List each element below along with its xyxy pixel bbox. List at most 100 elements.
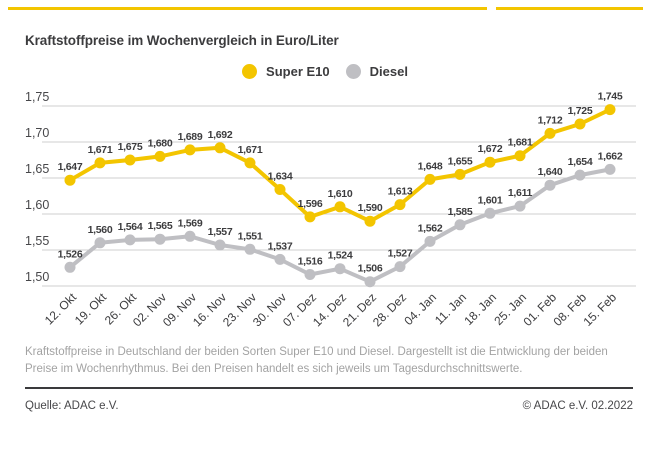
data-point-label: 1,560	[88, 224, 113, 236]
x-tick-label: 15. Feb	[580, 290, 619, 329]
data-point-super-e10	[214, 142, 226, 154]
data-point-label: 1,557	[208, 226, 233, 238]
data-point-diesel	[484, 207, 496, 219]
data-point-super-e10	[64, 174, 76, 186]
data-point-super-e10	[184, 144, 196, 156]
y-tick-label: 1,50	[25, 270, 49, 284]
data-point-label: 1,564	[118, 221, 143, 233]
data-point-diesel	[94, 237, 106, 249]
data-point-super-e10	[424, 173, 436, 185]
data-point-diesel	[214, 239, 226, 251]
data-point-diesel	[544, 179, 556, 191]
data-point-label: 1,681	[508, 137, 533, 149]
data-point-super-e10	[274, 184, 286, 195]
data-point-super-e10	[124, 154, 136, 166]
legend-label-diesel: Diesel	[369, 64, 408, 79]
legend-dot-super-e10-icon	[242, 64, 258, 79]
data-point-label: 1,647	[58, 161, 83, 173]
y-tick-label: 1,60	[25, 198, 49, 212]
data-point-super-e10	[544, 127, 556, 139]
data-point-super-e10	[394, 199, 406, 211]
data-point-label: 1,655	[448, 155, 473, 167]
data-point-diesel	[424, 235, 436, 247]
data-point-diesel	[124, 234, 136, 246]
data-point-label: 1,569	[178, 217, 203, 229]
y-tick-label: 1,75	[25, 90, 49, 104]
data-point-label: 1,611	[508, 187, 533, 199]
chart-legend: Super E10 Diesel	[0, 64, 650, 79]
data-point-diesel	[574, 169, 586, 181]
x-tick-label: 11. Jan	[432, 290, 469, 327]
data-point-super-e10	[484, 156, 496, 168]
data-point-super-e10	[154, 150, 166, 162]
data-point-diesel	[274, 253, 286, 265]
data-point-label: 1,524	[328, 250, 353, 262]
data-point-super-e10	[94, 157, 106, 169]
data-point-diesel	[154, 233, 166, 245]
data-point-super-e10	[244, 157, 256, 169]
data-point-label: 1,613	[388, 186, 413, 198]
page-title: Kraftstoffpreise im Wochenvergleich in E…	[25, 33, 339, 48]
data-point-diesel	[64, 261, 76, 273]
data-point-label: 1,648	[418, 160, 443, 172]
data-point-super-e10	[334, 201, 346, 213]
data-point-label: 1,745	[598, 91, 623, 103]
data-point-label: 1,526	[58, 248, 83, 260]
data-point-label: 1,725	[568, 105, 593, 117]
data-point-label: 1,675	[118, 141, 143, 153]
legend-dot-diesel-icon	[345, 64, 361, 79]
copyright-label: © ADAC e.V. 02.2022	[522, 400, 633, 412]
x-tick-label: 18. Jan	[461, 290, 499, 328]
data-point-label: 1,671	[88, 144, 113, 156]
line-chart: 1,75 1,70 1,65 1,60 1,55 1,50 12. Okt 19. Okt 26…	[0, 90, 650, 345]
data-point-diesel	[514, 200, 526, 212]
top-accent-rule-right	[496, 7, 643, 10]
data-point-label: 1,506	[358, 263, 383, 275]
data-point-label: 1,610	[328, 188, 353, 200]
data-point-super-e10	[514, 150, 526, 162]
data-point-label: 1,654	[568, 156, 593, 168]
data-point-label: 1,516	[298, 256, 323, 268]
x-tick-label: 28. Dez	[370, 290, 409, 329]
data-point-super-e10	[604, 104, 616, 116]
data-point-label: 1,640	[538, 166, 563, 178]
data-point-label: 1,527	[388, 248, 413, 260]
top-accent-rule-left	[8, 7, 487, 10]
data-point-diesel	[364, 276, 376, 288]
data-point-label: 1,692	[208, 129, 233, 141]
data-point-diesel	[184, 230, 196, 242]
data-point-label: 1,562	[418, 222, 443, 234]
data-point-diesel	[334, 263, 346, 275]
data-point-diesel	[394, 261, 406, 273]
data-point-super-e10	[304, 211, 316, 223]
source-label: Quelle: ADAC e.V.	[25, 400, 119, 412]
data-point-diesel	[454, 219, 466, 231]
data-point-diesel	[604, 163, 616, 175]
chart-description: Kraftstoffpreise in Deutschland der beid…	[25, 346, 608, 375]
y-tick-label: 1,70	[25, 126, 49, 140]
data-point-label: 1,590	[358, 202, 383, 214]
data-point-diesel	[244, 243, 256, 255]
legend-item-diesel: Diesel	[345, 64, 408, 79]
credits-row: Quelle: ADAC e.V. © ADAC e.V. 02.2022	[25, 400, 633, 412]
data-point-label: 1,551	[238, 230, 263, 242]
data-point-label: 1,634	[268, 171, 293, 183]
data-point-label: 1,565	[148, 220, 173, 232]
y-tick-label: 1,55	[25, 234, 49, 248]
data-point-label: 1,689	[178, 131, 203, 143]
data-point-label: 1,671	[238, 144, 263, 156]
data-point-label: 1,585	[448, 206, 473, 218]
data-point-diesel	[304, 269, 316, 280]
data-point-super-e10	[454, 168, 466, 180]
y-tick-label: 1,65	[25, 162, 49, 176]
footer-divider	[25, 387, 633, 389]
data-point-label: 1,537	[268, 240, 293, 252]
data-point-label: 1,601	[478, 194, 503, 206]
legend-item-super-e10: Super E10	[242, 64, 330, 79]
data-point-label: 1,680	[148, 137, 173, 149]
data-point-super-e10	[364, 215, 376, 227]
data-point-super-e10	[574, 118, 586, 130]
data-point-label: 1,662	[598, 150, 623, 162]
